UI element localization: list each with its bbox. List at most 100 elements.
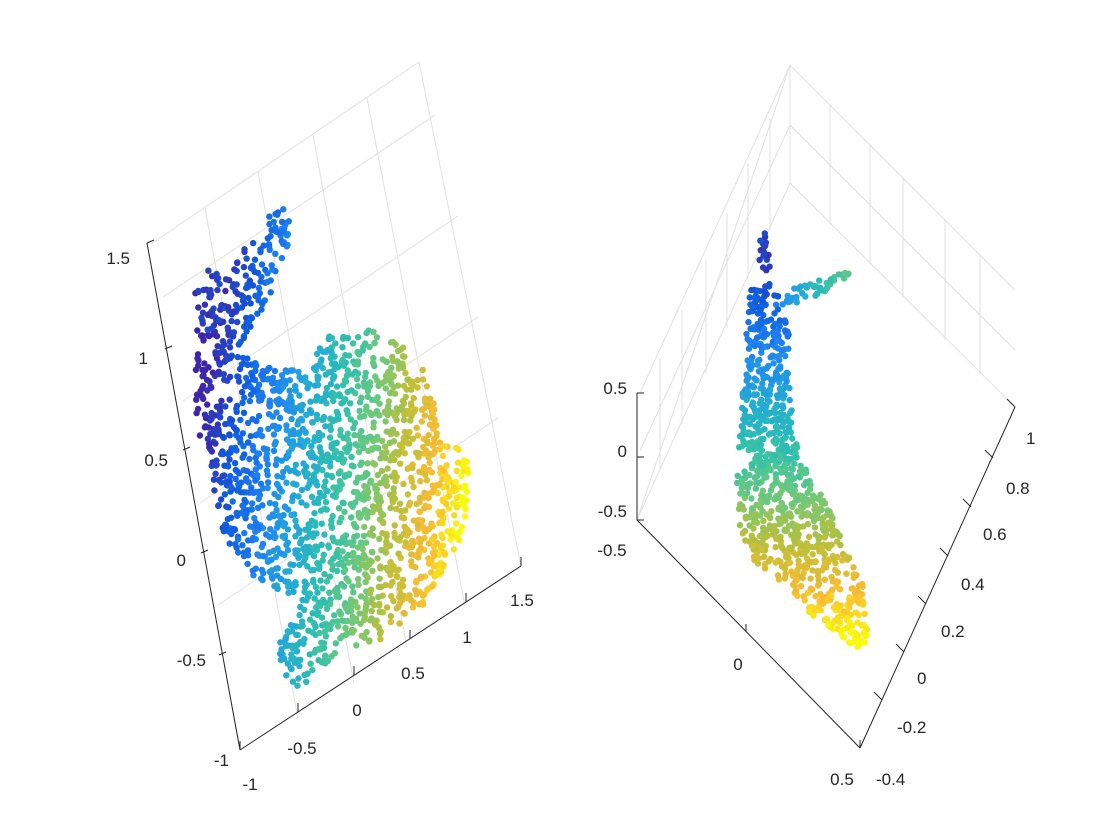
data-point [429, 583, 436, 590]
data-point [280, 228, 287, 235]
data-point [773, 422, 780, 430]
data-point [783, 447, 790, 455]
data-point [396, 441, 403, 449]
data-point [242, 374, 250, 382]
data-point [226, 373, 234, 380]
data-point [255, 412, 263, 420]
data-point [311, 382, 319, 389]
data-point [459, 494, 467, 501]
data-point [333, 567, 341, 575]
data-point [217, 414, 224, 421]
data-point [375, 583, 383, 590]
data-point [226, 431, 233, 438]
data-point [373, 504, 381, 511]
data-point [821, 576, 829, 583]
data-point [758, 546, 765, 553]
data-point [406, 428, 413, 436]
data-point [820, 527, 827, 534]
data-point [323, 384, 330, 392]
data-point [387, 618, 394, 626]
data-point [229, 283, 236, 291]
data-point [452, 478, 459, 485]
data-point [300, 545, 307, 552]
data-point [215, 317, 223, 324]
data-point [358, 427, 365, 435]
data-point [794, 566, 801, 573]
data-point [340, 562, 347, 569]
data-point [777, 445, 784, 453]
data-point [451, 512, 458, 519]
data-point [198, 314, 205, 321]
data-point [266, 403, 273, 410]
data-point [807, 575, 814, 582]
data-point [793, 587, 800, 594]
data-point [412, 586, 419, 594]
data-point [739, 431, 746, 438]
data-point [352, 617, 360, 624]
data-point [413, 424, 420, 431]
data-point [327, 415, 334, 422]
data-point [327, 368, 335, 376]
right-ytick-label: 0.4 [961, 575, 985, 594]
data-point [337, 393, 344, 400]
data-point [209, 331, 217, 338]
data-point [243, 477, 250, 484]
data-point [292, 517, 299, 524]
data-point [424, 438, 431, 445]
data-point [218, 479, 225, 486]
data-point [837, 613, 844, 620]
data-point [803, 480, 811, 487]
data-point [274, 209, 282, 216]
data-point [772, 409, 779, 417]
data-point [793, 299, 800, 306]
data-point [363, 600, 370, 607]
data-point [290, 622, 297, 630]
data-point [753, 377, 760, 384]
data-point [348, 387, 355, 394]
data-point [259, 502, 266, 509]
data-point [787, 419, 795, 426]
data-point [352, 368, 359, 376]
data-point [846, 554, 853, 561]
data-point [348, 453, 355, 461]
data-point [360, 412, 368, 420]
data-point [253, 459, 260, 466]
data-point [753, 501, 760, 509]
data-point [793, 293, 800, 301]
data-point [756, 452, 763, 459]
right-ytick-label: 1 [1026, 429, 1035, 448]
data-point [308, 493, 316, 500]
data-point [787, 545, 794, 552]
data-point [780, 404, 787, 411]
data-point [316, 646, 323, 653]
data-point [339, 335, 347, 342]
data-point [386, 369, 394, 376]
data-point [237, 416, 244, 424]
data-point [323, 391, 330, 399]
data-point [362, 578, 369, 586]
data-point [839, 557, 846, 564]
data-point [764, 498, 771, 506]
data-point [419, 376, 427, 383]
data-point [363, 564, 370, 571]
data-point [220, 371, 227, 378]
data-point [216, 406, 224, 413]
data-point [255, 381, 263, 389]
data-point [760, 553, 768, 561]
data-point [246, 277, 254, 284]
data-point [209, 369, 217, 376]
data-point [244, 560, 251, 568]
data-point [781, 565, 789, 572]
data-point [426, 459, 433, 466]
data-point [781, 527, 788, 535]
data-point [385, 398, 392, 405]
data-point [239, 399, 246, 406]
data-point [296, 662, 303, 670]
data-point [784, 455, 792, 463]
data-point [342, 378, 350, 385]
data-point [789, 435, 796, 442]
data-point [200, 337, 207, 344]
data-point [280, 468, 287, 476]
data-point [456, 536, 463, 544]
data-point [196, 432, 204, 439]
